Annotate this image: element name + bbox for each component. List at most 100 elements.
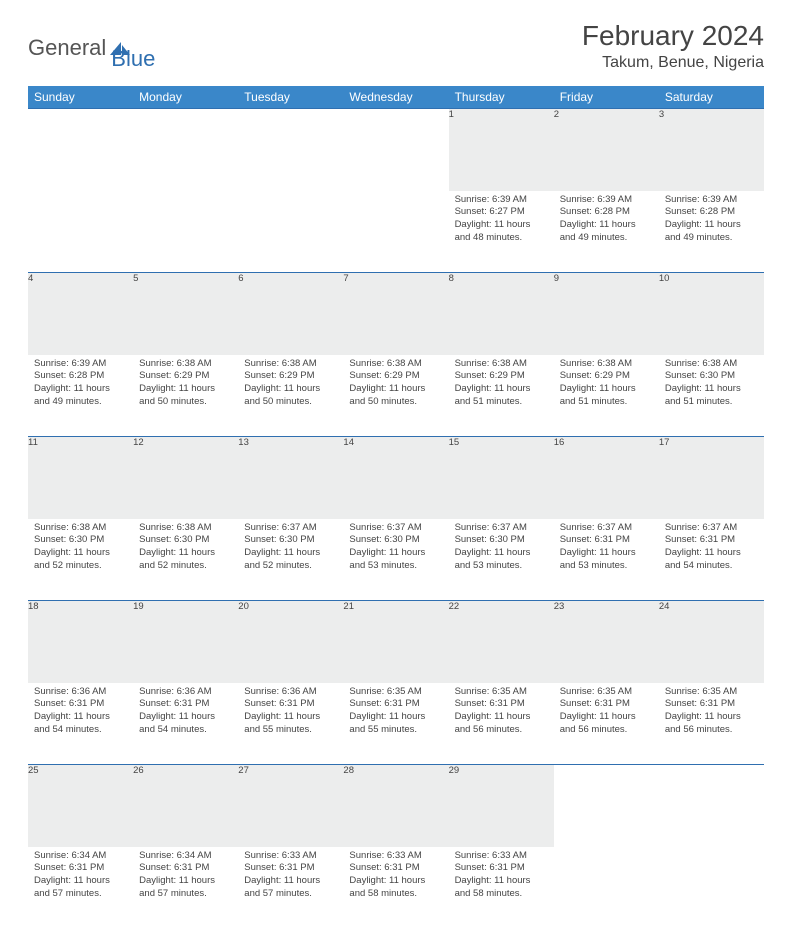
day-number-cell: 17 (659, 437, 764, 519)
day-cell: Sunrise: 6:33 AMSunset: 6:31 PMDaylight:… (449, 847, 554, 929)
daynum-row: 45678910 (28, 273, 764, 355)
weekday-header: Tuesday (238, 86, 343, 109)
day-number-cell: 29 (449, 765, 554, 847)
day-number-cell: 25 (28, 765, 133, 847)
sunrise-text: Sunrise: 6:38 AM (560, 358, 653, 371)
day-number: 19 (133, 601, 144, 612)
sunset-text: Sunset: 6:28 PM (34, 370, 127, 383)
sunset-text: Sunset: 6:28 PM (665, 206, 758, 219)
sunset-text: Sunset: 6:27 PM (455, 206, 548, 219)
day-cell: Sunrise: 6:33 AMSunset: 6:31 PMDaylight:… (343, 847, 448, 929)
daylight-text: Daylight: 11 hours and 53 minutes. (455, 547, 548, 573)
day-number: 14 (343, 437, 354, 448)
day-number-cell (133, 109, 238, 191)
day-number-cell: 3 (659, 109, 764, 191)
day-number: 15 (449, 437, 460, 448)
sunset-text: Sunset: 6:30 PM (244, 534, 337, 547)
day-number: 2 (554, 109, 559, 120)
page-title: February 2024 (582, 20, 764, 52)
day-number-cell: 23 (554, 601, 659, 683)
sunrise-text: Sunrise: 6:33 AM (244, 850, 337, 863)
sunset-text: Sunset: 6:31 PM (560, 698, 653, 711)
daylight-text: Daylight: 11 hours and 55 minutes. (244, 711, 337, 737)
sunset-text: Sunset: 6:29 PM (139, 370, 232, 383)
day-number-cell: 14 (343, 437, 448, 519)
daylight-text: Daylight: 11 hours and 56 minutes. (665, 711, 758, 737)
day-number: 11 (28, 437, 38, 448)
day-number-cell: 27 (238, 765, 343, 847)
day-number: 5 (133, 273, 138, 284)
day-cell: Sunrise: 6:35 AMSunset: 6:31 PMDaylight:… (554, 683, 659, 765)
day-number: 24 (659, 601, 670, 612)
day-number-cell: 15 (449, 437, 554, 519)
sunset-text: Sunset: 6:31 PM (244, 698, 337, 711)
sunrise-text: Sunrise: 6:38 AM (139, 358, 232, 371)
daylight-text: Daylight: 11 hours and 52 minutes. (244, 547, 337, 573)
day-number-cell: 11 (28, 437, 133, 519)
day-cell: Sunrise: 6:38 AMSunset: 6:30 PMDaylight:… (133, 519, 238, 601)
weekday-header: Wednesday (343, 86, 448, 109)
sunset-text: Sunset: 6:30 PM (455, 534, 548, 547)
day-number-cell: 18 (28, 601, 133, 683)
sunrise-text: Sunrise: 6:37 AM (244, 522, 337, 535)
sunrise-text: Sunrise: 6:38 AM (665, 358, 758, 371)
daynum-row: 18192021222324 (28, 601, 764, 683)
day-cell: Sunrise: 6:38 AMSunset: 6:29 PMDaylight:… (449, 355, 554, 437)
week-row: Sunrise: 6:39 AMSunset: 6:27 PMDaylight:… (28, 191, 764, 273)
day-cell: Sunrise: 6:35 AMSunset: 6:31 PMDaylight:… (343, 683, 448, 765)
sunrise-text: Sunrise: 6:34 AM (139, 850, 232, 863)
day-number: 29 (449, 765, 460, 776)
sunset-text: Sunset: 6:31 PM (34, 862, 127, 875)
day-number-cell: 21 (343, 601, 448, 683)
day-cell: Sunrise: 6:38 AMSunset: 6:29 PMDaylight:… (238, 355, 343, 437)
sunset-text: Sunset: 6:29 PM (244, 370, 337, 383)
weekday-header: Friday (554, 86, 659, 109)
day-cell (238, 191, 343, 273)
daynum-row: 11121314151617 (28, 437, 764, 519)
day-cell: Sunrise: 6:38 AMSunset: 6:30 PMDaylight:… (28, 519, 133, 601)
day-number-cell: 4 (28, 273, 133, 355)
daylight-text: Daylight: 11 hours and 57 minutes. (34, 875, 127, 901)
day-number-cell (28, 109, 133, 191)
day-cell: Sunrise: 6:37 AMSunset: 6:30 PMDaylight:… (449, 519, 554, 601)
daylight-text: Daylight: 11 hours and 49 minutes. (665, 219, 758, 245)
daylight-text: Daylight: 11 hours and 52 minutes. (34, 547, 127, 573)
sunrise-text: Sunrise: 6:38 AM (34, 522, 127, 535)
sunset-text: Sunset: 6:30 PM (139, 534, 232, 547)
day-number: 6 (238, 273, 243, 284)
day-cell: Sunrise: 6:35 AMSunset: 6:31 PMDaylight:… (449, 683, 554, 765)
day-number: 25 (28, 765, 39, 776)
day-number: 3 (659, 109, 664, 120)
sunrise-text: Sunrise: 6:37 AM (349, 522, 442, 535)
sunset-text: Sunset: 6:31 PM (139, 698, 232, 711)
sunrise-text: Sunrise: 6:35 AM (560, 686, 653, 699)
daylight-text: Daylight: 11 hours and 49 minutes. (34, 383, 127, 409)
sunset-text: Sunset: 6:31 PM (349, 862, 442, 875)
logo: General Blue (28, 24, 155, 72)
day-cell: Sunrise: 6:37 AMSunset: 6:30 PMDaylight:… (238, 519, 343, 601)
day-number-cell: 1 (449, 109, 554, 191)
day-number: 13 (238, 437, 249, 448)
day-cell: Sunrise: 6:38 AMSunset: 6:30 PMDaylight:… (659, 355, 764, 437)
day-number-cell: 2 (554, 109, 659, 191)
day-number: 18 (28, 601, 39, 612)
sunrise-text: Sunrise: 6:36 AM (139, 686, 232, 699)
sunset-text: Sunset: 6:31 PM (665, 698, 758, 711)
day-cell: Sunrise: 6:38 AMSunset: 6:29 PMDaylight:… (343, 355, 448, 437)
day-number: 7 (343, 273, 348, 284)
weekday-header-row: Sunday Monday Tuesday Wednesday Thursday… (28, 86, 764, 109)
day-cell: Sunrise: 6:37 AMSunset: 6:31 PMDaylight:… (554, 519, 659, 601)
day-cell: Sunrise: 6:39 AMSunset: 6:28 PMDaylight:… (554, 191, 659, 273)
day-cell: Sunrise: 6:34 AMSunset: 6:31 PMDaylight:… (28, 847, 133, 929)
daylight-text: Daylight: 11 hours and 57 minutes. (244, 875, 337, 901)
day-number: 4 (28, 273, 33, 284)
sunset-text: Sunset: 6:31 PM (455, 698, 548, 711)
day-number: 16 (554, 437, 565, 448)
day-cell: Sunrise: 6:37 AMSunset: 6:30 PMDaylight:… (343, 519, 448, 601)
day-number-cell: 13 (238, 437, 343, 519)
day-cell: Sunrise: 6:35 AMSunset: 6:31 PMDaylight:… (659, 683, 764, 765)
day-cell (659, 847, 764, 929)
weekday-header: Saturday (659, 86, 764, 109)
sunrise-text: Sunrise: 6:37 AM (560, 522, 653, 535)
day-cell: Sunrise: 6:38 AMSunset: 6:29 PMDaylight:… (133, 355, 238, 437)
